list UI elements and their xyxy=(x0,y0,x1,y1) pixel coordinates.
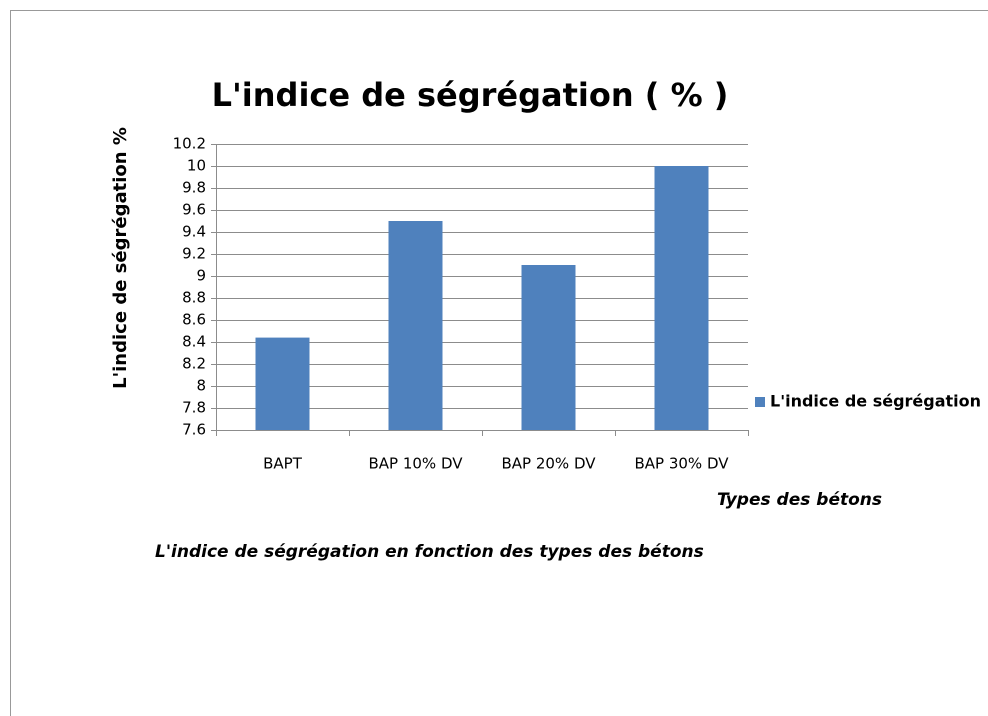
chart-title: L'indice de ségrégation ( % ) xyxy=(212,76,729,114)
y-tick-label: 7.6 xyxy=(182,421,206,439)
y-tick-label: 8.8 xyxy=(182,289,206,307)
x-axis-title: Types des bétons xyxy=(717,490,882,510)
y-tick-label: 10 xyxy=(187,157,206,175)
bar xyxy=(654,166,709,430)
y-axis-title: L'indice de ségrégation % xyxy=(110,127,131,389)
y-tick-label: 9.4 xyxy=(182,223,206,241)
y-tick-label: 7.8 xyxy=(182,399,206,417)
chart-frame xyxy=(10,10,988,716)
y-tick-label: 9.6 xyxy=(182,201,206,219)
legend-label: L'indice de ségrégation xyxy=(770,392,981,411)
y-tick-label: 9.8 xyxy=(182,179,206,197)
bar xyxy=(521,265,576,430)
x-tick-label: BAP 20% DV xyxy=(501,455,596,473)
x-tick-label: BAP 30% DV xyxy=(634,455,729,473)
y-tick-label: 10.2 xyxy=(173,135,206,153)
bar xyxy=(388,221,443,430)
legend-swatch xyxy=(755,397,765,407)
y-tick-label: 8 xyxy=(196,377,206,395)
y-tick-label: 9 xyxy=(196,267,206,285)
y-tick-label: 9.2 xyxy=(182,245,206,263)
x-tick-label: BAPT xyxy=(263,455,303,473)
x-tick-label: BAP 10% DV xyxy=(368,455,463,473)
y-tick-label: 8.4 xyxy=(182,333,206,351)
y-tick-label: 8.2 xyxy=(182,355,206,373)
y-tick-label: 8.6 xyxy=(182,311,206,329)
caption: L'indice de ségrégation en fonction des … xyxy=(155,542,704,562)
bar xyxy=(255,337,310,430)
